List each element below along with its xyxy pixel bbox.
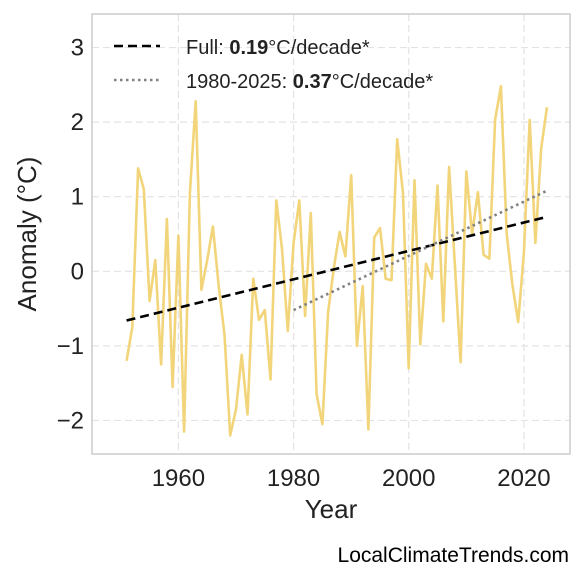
grid	[92, 14, 570, 454]
y-tick-label: −1	[57, 333, 84, 360]
trend-lines	[126, 189, 548, 322]
y-tick-labels: −2 −1 0 1 2 3	[57, 35, 84, 435]
y-tick-label: 2	[71, 109, 84, 136]
plot-frame	[91, 13, 571, 455]
attribution: LocalClimateTrends.com	[337, 544, 569, 567]
x-tick-labels: 1960 1980 2000 2020	[152, 465, 551, 492]
x-tick-label: 1980	[267, 465, 320, 492]
y-tick-label: 0	[71, 258, 84, 285]
y-tick-label: 3	[71, 35, 84, 62]
y-tick-label: 1	[71, 184, 84, 211]
x-tick-label: 1960	[152, 465, 205, 492]
legend-label-recent-trend: 1980-2025: 0.37°C/decade*	[186, 71, 433, 93]
x-tick-label: 2000	[382, 465, 435, 492]
x-tick-label: 2020	[497, 465, 550, 492]
legend-label-full-trend: Full: 0.19°C/decade*	[186, 37, 370, 59]
legend: Full: 0.19°C/decade* 1980-2025: 0.37°C/d…	[114, 37, 433, 93]
y-tick-label: −2	[57, 407, 84, 434]
y-axis-title: Anomaly (°C)	[12, 157, 42, 312]
recent-trend-line	[293, 189, 548, 312]
x-axis-title: Year	[305, 494, 358, 524]
data-series	[125, 85, 549, 437]
full-trend-line	[126, 215, 548, 322]
anomaly-series-line	[125, 85, 549, 437]
